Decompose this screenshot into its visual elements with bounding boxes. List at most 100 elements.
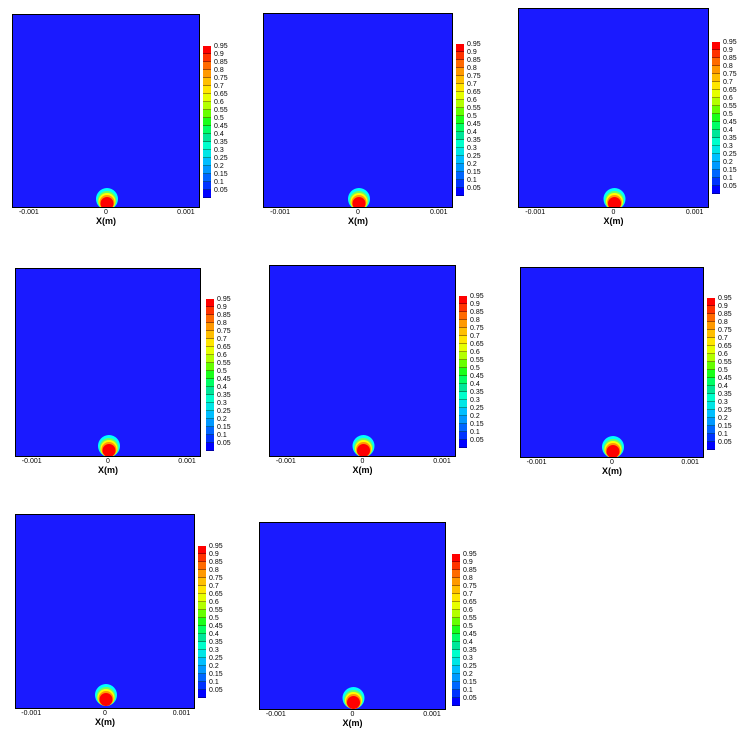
- colorbar-swatch: [452, 618, 460, 626]
- colorbar-label: 0.55: [217, 360, 231, 367]
- colorbar-label: 0.65: [217, 344, 231, 351]
- x-axis-label: X(m): [96, 216, 116, 226]
- colorbar-label: 0.15: [209, 671, 223, 678]
- colorbar-swatch: [206, 379, 214, 387]
- colorbar-label: 0.3: [214, 147, 224, 154]
- colorbar-label: 0.85: [467, 57, 481, 64]
- colorbar-label: 0.95: [214, 43, 228, 50]
- colorbar-label: 0.4: [470, 381, 480, 388]
- colorbar-swatch: [203, 102, 211, 110]
- colorbar-swatch: [198, 610, 206, 618]
- colorbar-swatch: [203, 94, 211, 102]
- colorbar-label: 0.8: [209, 567, 219, 574]
- colorbar-label: 0.2: [214, 163, 224, 170]
- colorbar-swatch: [206, 435, 214, 443]
- colorbar-label: 0.75: [209, 575, 223, 582]
- colorbar-label: 0.6: [209, 599, 219, 606]
- colorbar-label: 0.85: [463, 567, 477, 574]
- colorbar-label: 0.7: [217, 336, 227, 343]
- colorbar-swatch: [707, 314, 715, 322]
- colorbar-label: 0.15: [463, 679, 477, 686]
- colorbar-swatch: [712, 98, 720, 106]
- colorbar-label: 0.35: [718, 391, 732, 398]
- colorbar-label: 0.6: [214, 99, 224, 106]
- colorbar-label: 0.1: [718, 431, 728, 438]
- colorbar-swatch: [206, 363, 214, 371]
- colorbar-label: 0.95: [467, 41, 481, 48]
- colorbar-label: 0.3: [723, 143, 733, 150]
- colorbar-label: 0.7: [463, 591, 473, 598]
- colorbar-swatch: [452, 634, 460, 642]
- droplet-contour: [95, 684, 117, 706]
- colorbar-label: 0.15: [217, 424, 231, 431]
- colorbar-swatch: [206, 339, 214, 347]
- colorbar-swatch: [198, 674, 206, 682]
- colorbar-swatch: [203, 174, 211, 182]
- colorbar-label: 0.85: [217, 312, 231, 319]
- colorbar-label: 0.6: [718, 351, 728, 358]
- colorbar-swatch: [712, 122, 720, 130]
- plot-area: [520, 267, 704, 458]
- colorbar-label: 0.05: [470, 437, 484, 444]
- colorbar-label: 0.05: [463, 695, 477, 702]
- colorbar-label: 0.35: [217, 392, 231, 399]
- colorbar-swatch: [459, 336, 467, 344]
- x-tick-label: -0.001: [18, 209, 39, 216]
- droplet-contour: [603, 188, 626, 207]
- colorbar-labels: 0.95 0.9 0.85 0.8 0.75 0.7 0.65 0.6 0.55 0.5 0.45 0…: [718, 295, 732, 447]
- colorbar-swatch: [452, 682, 460, 690]
- colorbar-label: 0.8: [217, 320, 227, 327]
- x-tick-label: 0: [103, 710, 107, 717]
- colorbar-label: 0.1: [214, 179, 224, 186]
- colorbar-label: 0.2: [209, 663, 219, 670]
- colorbar-swatch: [456, 84, 464, 92]
- colorbar-swatch: [452, 650, 460, 658]
- colorbar-label: 0.7: [723, 79, 733, 86]
- colorbar-label: 0.55: [470, 357, 484, 364]
- plot-area: [15, 514, 195, 709]
- colorbar-swatch: [456, 52, 464, 60]
- colorbar-swatch: [456, 116, 464, 124]
- x-axis-label: X(m): [98, 465, 118, 475]
- colorbar-label: 0.1: [723, 175, 733, 182]
- colorbar-label: 0.6: [463, 607, 473, 614]
- colorbar-label: 0.45: [209, 623, 223, 630]
- colorbar-label: 0.85: [718, 311, 732, 318]
- colorbar-swatch: [456, 108, 464, 116]
- colorbar-label: 0.35: [463, 647, 477, 654]
- colorbar-swatch: [456, 172, 464, 180]
- colorbar-swatch: [456, 76, 464, 84]
- colorbar-label: 0.6: [467, 97, 477, 104]
- colorbar-label: 0.95: [209, 543, 223, 550]
- colorbar-swatch: [712, 178, 720, 186]
- droplet-level-5: [100, 197, 114, 207]
- colorbar-swatch: [206, 315, 214, 323]
- colorbar-label: 0.45: [214, 123, 228, 130]
- colorbar: [456, 44, 464, 196]
- colorbar-label: 0.5: [463, 623, 473, 630]
- colorbar-label: 0.55: [467, 105, 481, 112]
- colorbar-swatch: [452, 610, 460, 618]
- colorbar-swatch: [452, 698, 460, 706]
- colorbar-swatch: [206, 411, 214, 419]
- colorbar-swatch: [198, 602, 206, 610]
- colorbar-label: 0.9: [723, 47, 733, 54]
- colorbar-label: 0.7: [209, 583, 219, 590]
- colorbar-swatch: [459, 328, 467, 336]
- colorbar-label: 0.8: [463, 575, 473, 582]
- colorbar-label: 0.55: [214, 107, 228, 114]
- colorbar-swatch: [452, 570, 460, 578]
- colorbar-swatch: [459, 392, 467, 400]
- x-axis-label: X(m): [95, 717, 115, 727]
- colorbar-label: 0.3: [470, 397, 480, 404]
- colorbar-label: 0.5: [209, 615, 219, 622]
- colorbar-swatch: [206, 323, 214, 331]
- colorbar-label: 0.6: [470, 349, 480, 356]
- colorbar-swatch: [206, 387, 214, 395]
- colorbar-swatch: [707, 394, 715, 402]
- colorbar-swatch: [203, 118, 211, 126]
- droplet-level-5: [606, 445, 620, 457]
- colorbar-swatch: [452, 642, 460, 650]
- colorbar-swatch: [452, 594, 460, 602]
- x-tick-label: 0: [610, 459, 614, 466]
